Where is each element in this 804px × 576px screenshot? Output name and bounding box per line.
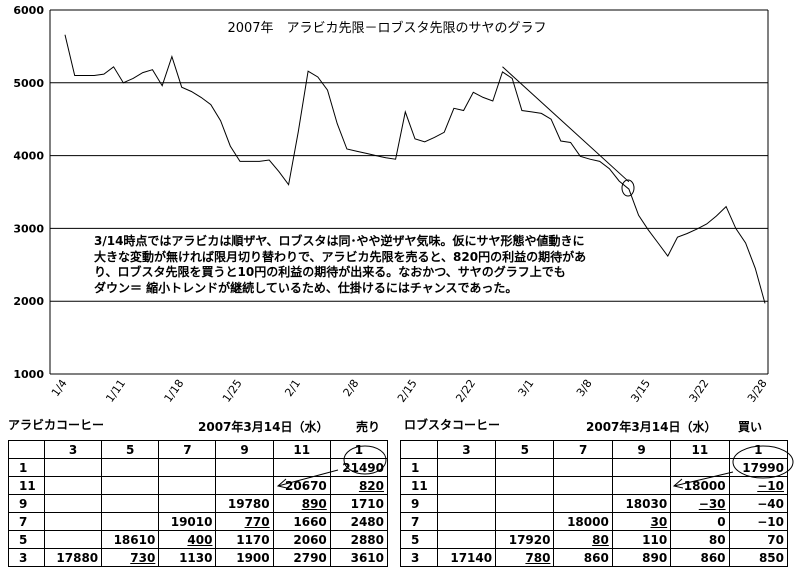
axes <box>49 9 769 375</box>
robusta-arrowhead <box>672 478 684 489</box>
arabica-header-row: 3 5 7 9 11 1 <box>8 440 389 459</box>
robusta-date: 2007年3月14日（水） <box>586 420 717 434</box>
y-tick-2000: 2000 <box>13 295 44 308</box>
arabica-cell: 890 <box>272 494 331 513</box>
x-tick-3-1: 3/1 <box>516 377 537 399</box>
grid-lines <box>50 82 768 302</box>
robusta-cell: 860 <box>670 548 730 567</box>
table-row: 5 17920 80 110 80 70 <box>400 530 789 549</box>
table-row: 11 20670 820 <box>8 476 389 495</box>
x-tick-1-4: 1/4 <box>49 377 70 399</box>
x-tick-3-15: 3/15 <box>628 377 653 405</box>
robusta-action: 買い <box>738 420 763 434</box>
y-tick-labels: 1000 2000 3000 4000 5000 6000 <box>13 4 44 381</box>
table-row: 5 18610 400 1170 2060 2880 <box>8 530 389 549</box>
robusta-cell: 17140 <box>436 548 497 567</box>
arabica-date: 2007年3月14日（水） <box>198 420 329 434</box>
annotation-text: 3/14時点ではアラビカは順ザヤ、ロブスタは同･やや逆ザヤ気味。仮にサヤ形態や値… <box>94 234 587 295</box>
robusta-title: ロブスタコーヒー <box>404 418 501 432</box>
robusta-cell: 110 <box>611 530 672 549</box>
arabica-cell: 730 <box>101 548 160 567</box>
y-tick-6000: 6000 <box>13 4 44 17</box>
table-row: 3 17140 780 860 890 860 850 <box>400 548 789 567</box>
table-row: 9 19780 890 1710 <box>8 494 389 513</box>
arabica-title: アラビカコーヒー <box>8 418 105 432</box>
x-tick-2-15: 2/15 <box>395 377 420 405</box>
arabica-cell: 3610 <box>329 548 389 567</box>
arabica-cell: 19010 <box>158 512 217 531</box>
robusta-table: 3 5 7 9 11 1 1 17990 11 18000 −10 9 18030 −30 −40 7 1800… <box>400 440 789 567</box>
table-row: 7 18000 30 0 −10 <box>400 512 789 531</box>
robusta-arrow <box>673 471 734 487</box>
arabica-cell: 18610 <box>101 530 160 549</box>
arabica-action: 売り <box>356 420 381 434</box>
robusta-cell: 860 <box>553 548 613 567</box>
arabica-cell: 2480 <box>329 512 389 531</box>
x-tick-3-8: 3/8 <box>574 377 595 399</box>
arabica-cell: 1900 <box>215 548 274 567</box>
chart-title: 2007年 アラビカ先限－ロブスタ先限のサヤのグラフ <box>227 20 546 36</box>
arabica-cell: 1660 <box>272 512 331 531</box>
x-tick-2-22: 2/22 <box>453 377 478 405</box>
robusta-cell: 850 <box>728 548 789 567</box>
robusta-header-row: 3 5 7 9 11 1 <box>400 440 789 459</box>
arabica-cell: 20670 <box>272 476 331 495</box>
spread-chart: 1000 2000 3000 4000 5000 6000 1/4 1/11 1/18 1/25… <box>13 4 770 405</box>
highlight-circle <box>621 179 635 197</box>
robusta-cell: −10 <box>728 476 789 495</box>
y-tick-5000: 5000 <box>13 77 44 90</box>
y-tick-1000: 1000 <box>13 368 44 381</box>
x-tick-1-18: 1/18 <box>162 377 187 405</box>
robusta-cell: −10 <box>728 512 789 531</box>
table-row: 1 17990 <box>400 458 789 477</box>
y-tick-3000: 3000 <box>13 222 44 235</box>
y-tick-4000: 4000 <box>13 150 44 163</box>
trend-line-layer <box>502 66 630 183</box>
x-tick-3-28: 3/28 <box>745 377 770 405</box>
table-row: 11 18000 −10 <box>400 476 789 495</box>
x-tick-3-22: 3/22 <box>687 377 712 405</box>
x-tick-1-25: 1/25 <box>220 377 245 405</box>
arabica-circle <box>343 445 387 475</box>
robusta-cell: 890 <box>611 548 672 567</box>
series-layer <box>64 34 766 304</box>
table-row: 7 19010 770 1660 2480 <box>8 512 389 531</box>
trend-line-0 <box>502 66 630 183</box>
robusta-cell: −30 <box>670 494 730 513</box>
robusta-circle <box>732 445 794 479</box>
arabica-table: 3 5 7 9 11 1 1 21490 11 20670 820 9 19780 890 1710 7 190… <box>8 440 389 567</box>
table-overlays <box>276 445 794 489</box>
arabica-cell: 1710 <box>329 494 389 513</box>
robusta-cell: 17990 <box>728 458 789 477</box>
arabica-cell: 17880 <box>43 548 103 567</box>
x-tick-1-11: 1/11 <box>103 377 128 405</box>
table-row: 3 17880 730 1130 1900 2790 3610 <box>8 548 389 567</box>
x-tick-2-1: 2/1 <box>282 377 303 399</box>
x-tick-2-8: 2/8 <box>341 377 362 399</box>
arabica-cell: 19780 <box>215 494 274 513</box>
x-tick-labels: 1/4 1/11 1/18 1/25 2/1 2/8 2/15 2/22 3/1 3/8 3/15 3… <box>49 377 770 405</box>
arabica-cell: 2790 <box>272 548 331 567</box>
series-line-0 <box>64 34 766 304</box>
arabica-arrowhead <box>276 478 288 489</box>
arabica-arrow <box>277 469 339 487</box>
